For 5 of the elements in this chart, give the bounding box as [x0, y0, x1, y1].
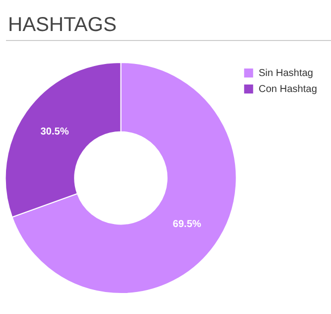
data-label: 30.5%	[40, 126, 69, 138]
legend-label: Sin Hashtag	[258, 68, 314, 79]
legend-label: Con Hashtag	[258, 84, 318, 95]
data-label: 69.5%	[172, 219, 202, 230]
chart-title: HASHTAGS	[8, 14, 117, 37]
